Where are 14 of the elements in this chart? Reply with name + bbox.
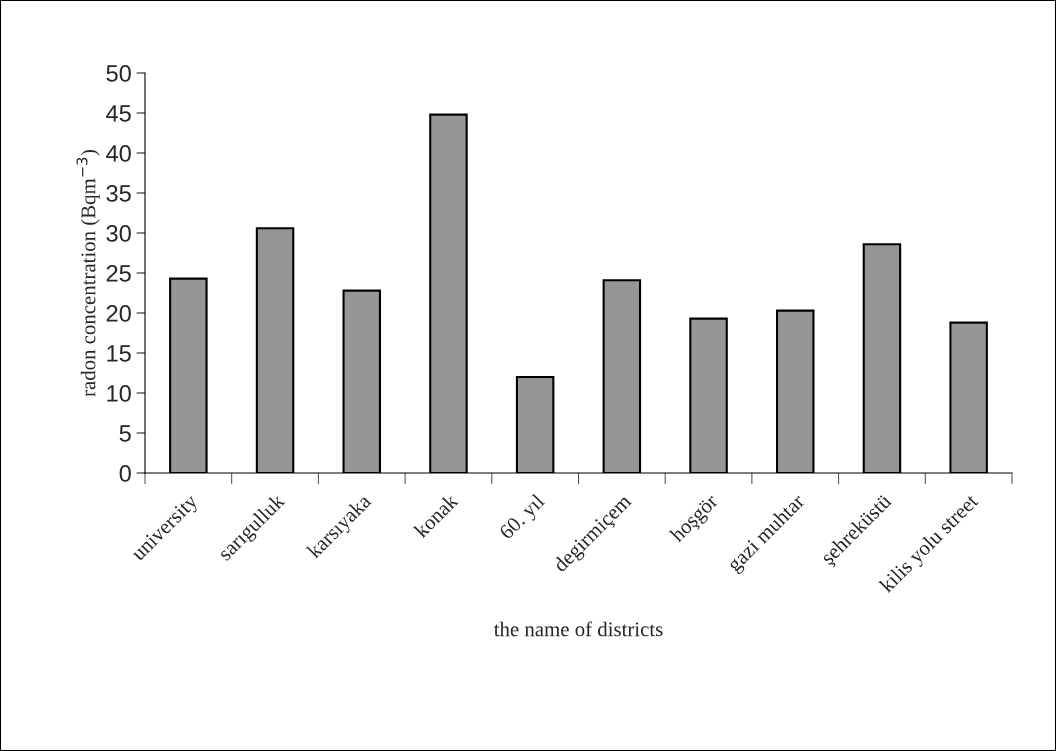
y-tick-label: 0 [119,465,131,482]
y-tick-label: 35 [106,185,131,202]
x-axis-title: the name of districts [493,621,663,637]
y-tick-label: 5 [119,425,131,442]
y-tick-label: 40 [106,145,131,162]
y-tick-label: 10 [107,385,131,402]
x-tick-label: 60. yıl [498,492,549,543]
y-tick-label: 15 [107,345,131,362]
y-tick-label: 25 [106,265,131,282]
y-tick-label: 50 [106,65,131,82]
y-tick-label: 20 [106,305,131,322]
y-tick-label: 45 [106,105,131,122]
y-tick-label: 30 [106,225,131,242]
y-axis-title: radon concentration (Bqm$^{−3}$) [76,149,100,397]
